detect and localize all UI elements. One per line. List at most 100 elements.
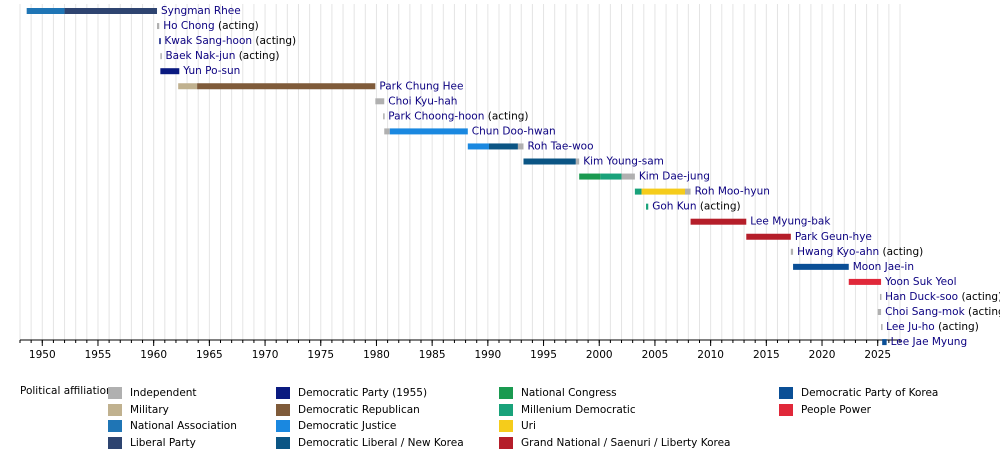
president-label: Roh Tae-woo	[527, 140, 593, 152]
legend-swatch	[108, 437, 122, 449]
president-name: Lee Myung-bak	[750, 216, 831, 228]
president-name: Kwak Sang-hoon	[164, 35, 252, 47]
term-bar	[197, 83, 376, 90]
term-bar	[600, 173, 622, 180]
president-label: Lee Jae Myung	[891, 336, 968, 348]
term-bar	[746, 233, 791, 240]
term-bar	[621, 173, 635, 180]
term-bar	[685, 188, 691, 195]
x-tick-label: 1955	[85, 349, 112, 361]
president-name: Moon Jae-in	[853, 261, 914, 273]
acting-note: (acting)	[239, 50, 280, 62]
legend-label: Grand National / Saenuri / Liberty Korea	[521, 437, 730, 449]
acting-note: (acting)	[218, 20, 259, 32]
x-tick-label: 1965	[196, 349, 223, 361]
term-bar	[690, 218, 747, 225]
president-name: Baek Nak-jun	[165, 50, 235, 62]
president-label: Chun Doo-hwan	[472, 125, 556, 137]
president-label: Lee Ju-ho (acting)	[886, 321, 979, 333]
acting-note: (acting)	[961, 291, 1000, 303]
legend-label: Liberal Party	[130, 437, 196, 449]
term-bar	[383, 113, 385, 120]
president-label: Park Choong-hoon (acting)	[388, 110, 528, 122]
legend-swatch	[499, 404, 513, 416]
legend-swatch	[108, 404, 122, 416]
term-bar	[848, 278, 882, 285]
term-bar	[384, 128, 390, 135]
president-name: Roh Tae-woo	[527, 140, 593, 152]
term-bar	[160, 53, 162, 60]
x-tick-label: 2015	[753, 349, 780, 361]
legend-swatch	[779, 404, 793, 416]
president-label: Lee Myung-bak	[750, 216, 831, 228]
legend-label: National Congress	[521, 387, 617, 399]
x-tick-label: 1990	[474, 349, 501, 361]
president-name: Han Duck-soo	[885, 291, 958, 303]
term-bar	[793, 263, 849, 270]
term-bar	[579, 173, 601, 180]
term-bar	[64, 8, 158, 14]
x-tick-label: 2020	[809, 349, 836, 361]
term-bar	[523, 158, 576, 165]
acting-note: (acting)	[255, 35, 296, 47]
term-bar	[159, 38, 161, 45]
legend-label: People Power	[801, 404, 872, 416]
president-name: Lee Ju-ho	[886, 321, 935, 333]
president-label: Moon Jae-in	[853, 261, 914, 273]
president-name: Choi Sang-mok	[885, 306, 966, 318]
legend-label: Uri	[521, 420, 536, 432]
term-bar	[879, 293, 882, 300]
x-tick-label: 1985	[419, 349, 446, 361]
president-name: Goh Kun	[652, 201, 696, 213]
legend-swatch	[779, 387, 793, 399]
term-bar	[882, 339, 887, 346]
term-bar	[634, 188, 642, 195]
president-name: Park Geun-hye	[795, 231, 872, 243]
legend-label: Democratic Party (1955)	[298, 387, 427, 399]
legend-label: Democratic Liberal / New Korea	[298, 437, 464, 449]
president-name: Kim Young-sam	[583, 156, 664, 168]
president-name: Hwang Kyo-ahn	[797, 246, 879, 258]
legend-label: Democratic Justice	[298, 420, 396, 432]
legend-swatch	[276, 404, 290, 416]
president-label: Baek Nak-jun (acting)	[165, 50, 279, 62]
term-bar	[160, 68, 180, 75]
president-name: Syngman Rhee	[161, 5, 241, 17]
acting-note: (acting)	[700, 201, 741, 213]
legend-label: Independent	[130, 387, 197, 399]
term-bar	[790, 248, 794, 255]
term-bar	[26, 8, 65, 14]
x-tick-label: 1980	[363, 349, 390, 361]
x-tick-label: 1960	[140, 349, 167, 361]
term-bar	[375, 98, 385, 105]
x-tick-label: 1970	[252, 349, 279, 361]
term-bar	[517, 143, 524, 150]
legend-title: Political affiliation:	[20, 385, 116, 397]
acting-note: (acting)	[938, 321, 979, 333]
legend-swatch	[499, 387, 513, 399]
term-bar	[488, 143, 518, 150]
president-name: Chun Doo-hwan	[472, 125, 556, 137]
term-bar	[877, 309, 882, 315]
x-tick-label: 1975	[307, 349, 334, 361]
president-label: Kim Dae-jung	[639, 171, 710, 183]
term-bar	[178, 83, 198, 90]
president-name: Lee Jae Myung	[891, 336, 968, 348]
president-label: Roh Moo-hyun	[695, 186, 770, 198]
term-bar	[881, 324, 883, 331]
legend-label: Democratic Republican	[298, 404, 420, 416]
term-bar	[389, 128, 468, 135]
president-label: Yun Po-sun	[182, 65, 240, 77]
x-tick-label: 2010	[697, 349, 724, 361]
x-tick-label: 2000	[586, 349, 613, 361]
term-bar	[467, 143, 489, 150]
x-tick-label: 1950	[29, 349, 56, 361]
president-label: Park Geun-hye	[795, 231, 872, 243]
president-name: Yoon Suk Yeol	[884, 276, 956, 288]
president-name: Roh Moo-hyun	[695, 186, 770, 198]
legend-swatch	[276, 387, 290, 399]
president-name: Choi Kyu-hah	[388, 95, 457, 107]
president-label: Yoon Suk Yeol	[884, 276, 956, 288]
x-tick-label: 2025	[864, 349, 891, 361]
